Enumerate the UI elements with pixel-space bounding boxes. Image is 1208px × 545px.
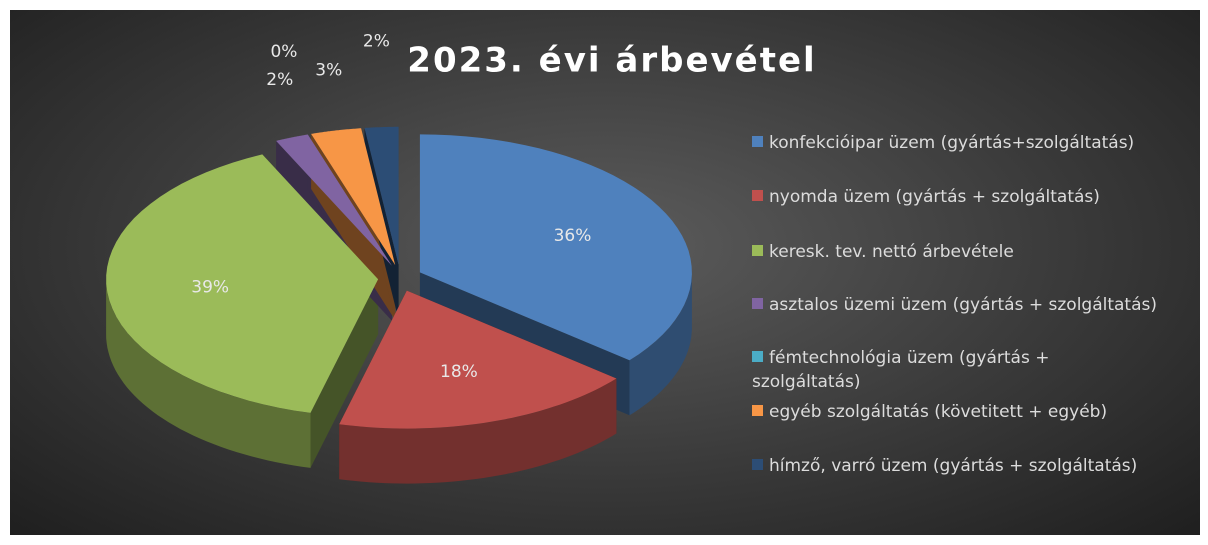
data-label: 18% — [440, 362, 478, 382]
legend-swatch — [752, 190, 763, 201]
data-label: 2% — [363, 31, 390, 51]
legend-label: nyomda üzem (gyártás + szolgáltatás) — [769, 187, 1100, 207]
legend-item: asztalos üzemi üzem (gyártás + szolgálta… — [752, 293, 1202, 317]
legend-label: konfekcióipar üzem (gyártás+szolgáltatás… — [769, 133, 1135, 153]
data-label: 2% — [266, 70, 293, 90]
legend-label: asztalos üzemi üzem (gyártás + szolgálta… — [769, 295, 1158, 315]
legend-swatch — [752, 459, 763, 470]
legend-label: hímző, varró üzem (gyártás + szolgáltatá… — [769, 456, 1138, 476]
legend-swatch — [752, 298, 763, 309]
data-label: 39% — [191, 277, 229, 297]
slice — [311, 128, 396, 266]
legend-item: keresk. tev. nettó árbevétele — [752, 240, 1202, 264]
legend-swatch — [752, 245, 763, 256]
slice-side — [310, 279, 379, 468]
chart-title: 2023. évi árbevétel — [407, 41, 816, 81]
slice — [106, 154, 379, 413]
slice-wall — [106, 279, 311, 468]
slice-wall — [629, 272, 692, 416]
legend-swatch — [752, 136, 763, 147]
legend-item: nyomda üzem (gyártás + szolgáltatás) — [752, 185, 1202, 209]
slice — [364, 126, 399, 265]
data-label: 3% — [315, 61, 342, 81]
legend-item: egyéb szolgáltatás (követitett + egyéb) — [752, 400, 1202, 424]
legend-label: egyéb szolgáltatás (követitett + egyéb) — [769, 402, 1108, 422]
slice — [276, 134, 392, 266]
data-label: 36% — [554, 226, 592, 246]
slice — [339, 290, 617, 429]
slice — [419, 134, 692, 361]
legend-label: keresk. tev. nettó árbevétele — [769, 242, 1014, 262]
legend-label: fémtechnológia üzem (gyártás + szolgálta… — [752, 348, 1050, 392]
legend-item: konfekcióipar üzem (gyártás+szolgáltatás… — [752, 131, 1202, 155]
legend-swatch — [752, 351, 763, 362]
legend-item: hímző, varró üzem (gyártás + szolgáltatá… — [752, 454, 1202, 478]
data-label: 0% — [270, 42, 297, 62]
legend-swatch — [752, 405, 763, 416]
slice-wall — [339, 378, 617, 484]
legend-item: fémtechnológia üzem (gyártás + szolgálta… — [752, 346, 1112, 394]
